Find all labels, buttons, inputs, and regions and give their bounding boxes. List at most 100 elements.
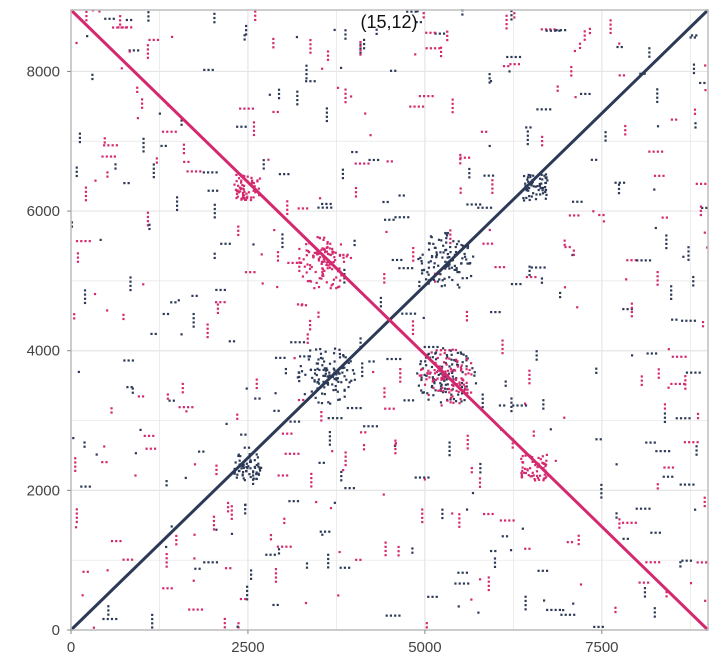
scatter-point — [129, 288, 132, 292]
scatter-point — [297, 452, 300, 455]
scatter-point — [136, 117, 139, 120]
scatter-point — [434, 47, 437, 50]
cluster-point — [441, 256, 444, 259]
scatter-point — [285, 545, 288, 548]
cluster-point — [250, 176, 253, 180]
y-tick-label: 0 — [52, 622, 60, 639]
cluster-point — [332, 367, 335, 370]
scatter-point — [680, 355, 683, 358]
scatter-point — [598, 213, 601, 217]
scatter-point — [481, 397, 484, 400]
scatter-point — [136, 86, 139, 89]
cluster-point — [452, 397, 456, 401]
cluster-point — [456, 363, 459, 366]
cluster-point — [429, 235, 433, 238]
scatter-point — [106, 171, 109, 174]
scatter-point — [466, 447, 469, 450]
scatter-point — [670, 289, 673, 292]
cluster-point — [451, 383, 454, 387]
scatter-point — [695, 449, 698, 452]
cluster-point — [326, 383, 330, 386]
scatter-point — [344, 463, 347, 467]
scatter-point — [276, 285, 279, 289]
scatter-point — [183, 160, 186, 164]
scatter-point — [272, 110, 275, 114]
scatter-point — [626, 521, 629, 524]
scatter-point — [293, 420, 296, 423]
scatter-point — [85, 14, 88, 18]
cluster-point — [425, 364, 428, 367]
scatter-point — [540, 281, 544, 284]
scatter-point — [376, 158, 380, 162]
scatter-point — [643, 587, 647, 590]
cluster-point — [422, 391, 426, 394]
scatter-point — [165, 565, 168, 568]
cluster-point — [446, 252, 449, 256]
cluster-point — [256, 179, 259, 182]
scatter-point — [112, 17, 115, 20]
scatter-point — [590, 158, 593, 161]
cluster-point — [335, 287, 338, 290]
cluster-point — [449, 245, 452, 249]
scatter-point — [152, 171, 155, 175]
cluster-point — [455, 389, 458, 392]
scatter-point — [84, 199, 88, 202]
scatter-point — [401, 312, 404, 315]
scatter-point — [671, 355, 674, 358]
cluster-point — [241, 184, 244, 187]
cluster-point — [544, 188, 548, 192]
scatter-point — [338, 550, 341, 554]
scatter-point — [564, 613, 567, 616]
x-tick-label: 5000 — [408, 639, 441, 656]
scatter-point — [574, 96, 577, 99]
scatter-point — [654, 531, 657, 534]
scatter-point — [228, 340, 231, 343]
scatter-point — [543, 599, 546, 602]
scatter-point — [511, 442, 514, 445]
scatter-point — [644, 507, 647, 510]
scatter-point — [156, 38, 160, 42]
scatter-point — [526, 138, 529, 142]
scatter-point — [83, 441, 86, 444]
scatter-point — [236, 125, 239, 128]
cluster-point — [342, 260, 346, 263]
scatter-point — [449, 241, 452, 245]
cluster-point — [540, 173, 543, 176]
scatter-point — [302, 398, 305, 402]
scatter-point — [180, 123, 183, 126]
cluster-point — [417, 384, 421, 387]
cluster-point — [329, 402, 332, 405]
cluster-point — [253, 185, 256, 188]
cluster-point — [439, 372, 442, 375]
scatter-point — [344, 37, 347, 40]
cluster-point — [437, 373, 440, 376]
scatter-point — [601, 625, 604, 628]
cluster-point — [441, 279, 444, 282]
cluster-point — [436, 280, 439, 283]
scatter-point — [206, 171, 210, 174]
scatter-point — [604, 131, 607, 134]
scatter-point — [411, 324, 415, 327]
cluster-point — [528, 186, 531, 190]
cluster-point — [249, 198, 253, 202]
scatter-point — [129, 280, 132, 283]
scatter-point — [284, 367, 288, 371]
scatter-point — [308, 324, 312, 327]
scatter-point — [116, 26, 119, 29]
cluster-point — [240, 179, 243, 182]
cluster-point — [426, 271, 429, 274]
scatter-point — [528, 373, 531, 376]
cluster-point — [419, 362, 422, 366]
scatter-point — [461, 571, 464, 574]
cluster-point — [314, 270, 317, 274]
cluster-point — [311, 376, 314, 380]
scatter-point — [465, 508, 469, 511]
scatter-point — [355, 558, 358, 561]
cluster-point — [299, 365, 302, 368]
scatter-point — [383, 218, 387, 221]
scatter-point — [525, 275, 529, 279]
scatter-point — [539, 266, 542, 269]
scatter-point — [305, 80, 308, 83]
cluster-point — [451, 363, 454, 366]
scatter-point — [545, 569, 549, 572]
